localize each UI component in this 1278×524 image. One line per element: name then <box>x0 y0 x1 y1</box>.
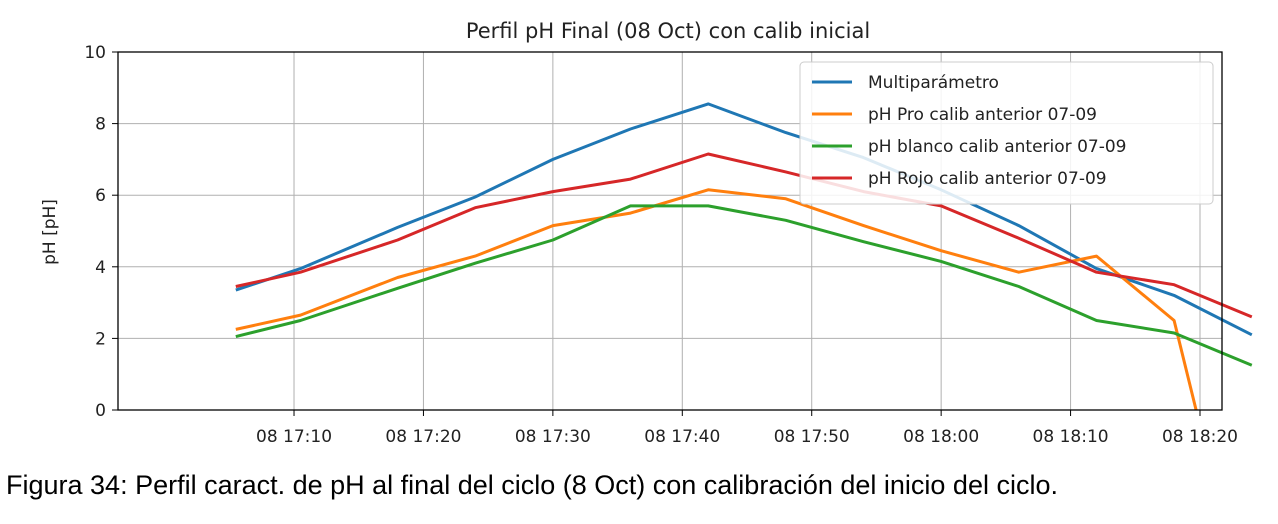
series-line-3 <box>235 204 1253 367</box>
x-tick-label: 08 18:20 <box>1162 427 1238 447</box>
x-tick-label: 08 18:10 <box>1033 427 1109 447</box>
plot-frame <box>117 51 1223 411</box>
x-tick-label: 08 18:00 <box>903 427 979 447</box>
y-tick-label: 2 <box>95 329 106 349</box>
series-line-2 <box>235 188 1198 411</box>
y-tick-label: 8 <box>95 115 106 135</box>
legend-label: Multiparámetro <box>868 73 999 93</box>
legend: Multiparámetro pH Pro calib anterior 07-0… <box>799 61 1214 205</box>
series-lines <box>235 102 1253 411</box>
x-tick-label: 08 17:10 <box>256 427 332 447</box>
y-tick-label: 6 <box>95 186 106 206</box>
line-chart: 08 17:10 08 17:20 08 17:30 08 17:40 08 17:50… <box>40 19 1253 447</box>
y-axis-label: pH [pH] <box>40 199 60 265</box>
x-tick-label: 08 17:40 <box>644 427 720 447</box>
figure-caption: Figura 34: Perfil caract. de pH al final… <box>6 470 1058 500</box>
x-tick-label: 08 17:30 <box>515 427 591 447</box>
y-tick-label: 4 <box>95 258 106 278</box>
y-tick-label: 10 <box>84 43 106 63</box>
legend-label: pH Pro calib anterior 07-09 <box>868 105 1097 125</box>
x-tick-label: 08 17:20 <box>385 427 461 447</box>
x-axis: 08 17:10 08 17:20 08 17:30 08 17:40 08 17:50… <box>256 410 1238 447</box>
series-line-1 <box>235 102 1253 337</box>
legend-label: pH Rojo calib anterior 07-09 <box>868 169 1107 189</box>
legend-label: pH blanco calib anterior 07-09 <box>868 137 1126 157</box>
legend-box <box>799 61 1214 205</box>
y-axis: 0 2 4 6 8 10 <box>84 43 118 421</box>
chart-title: Perfil pH Final (08 Oct) con calib inici… <box>466 19 870 43</box>
series-line-4 <box>235 152 1253 319</box>
y-tick-label: 0 <box>95 401 106 421</box>
x-tick-label: 08 17:50 <box>774 427 850 447</box>
